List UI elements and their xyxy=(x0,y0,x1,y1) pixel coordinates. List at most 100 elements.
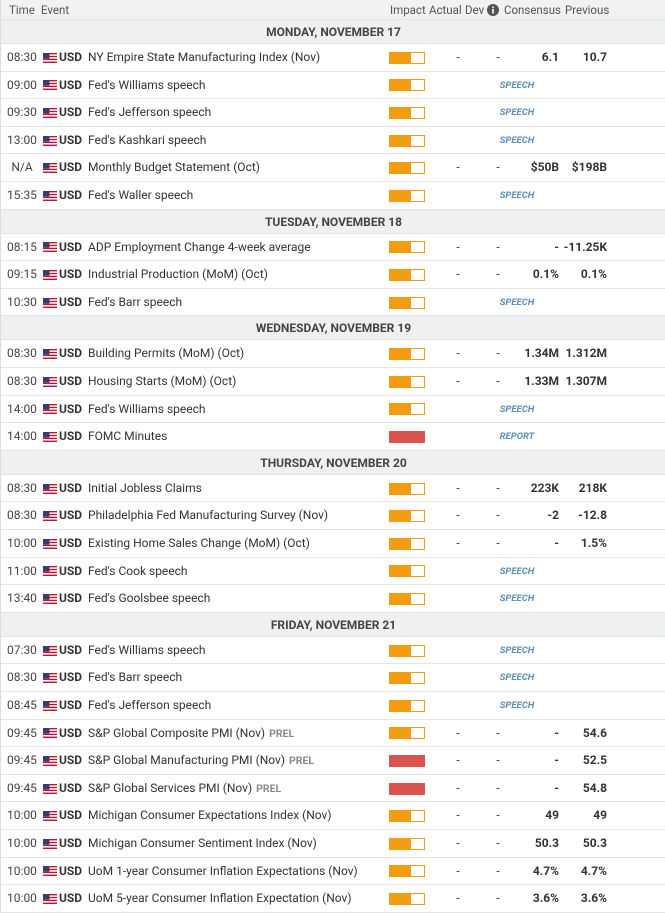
flag-icon xyxy=(43,269,57,280)
deviation: - xyxy=(496,780,500,795)
flag-icon xyxy=(43,566,57,577)
time: 08:30 xyxy=(7,670,37,685)
currency: USD xyxy=(59,132,83,147)
event-row[interactable]: 10:00 USD UoM 5-year Consumer Inflation Ex… xyxy=(1,885,665,913)
consensus: $50B xyxy=(530,160,559,175)
event-row[interactable]: 10:00 USD Michigan Consumer Sentiment Inde… xyxy=(1,830,665,858)
currency: USD xyxy=(59,401,83,416)
header-actual: Actual xyxy=(429,3,462,17)
event-row[interactable]: 09:15 USD Industrial Production (MoM) (Oct… xyxy=(1,261,665,289)
time: 13:40 xyxy=(7,591,37,606)
event-row[interactable]: 08:30 USD Philadelphia Fed Manufacturing S… xyxy=(1,502,665,530)
actual: - xyxy=(456,508,460,523)
event-row[interactable]: 09:30 USD Fed's Jefferson speech SPEECH xyxy=(1,99,665,127)
event-label: SPEECH xyxy=(499,296,535,308)
event-row[interactable]: 14:00 USD FOMC Minutes REPORT xyxy=(1,423,665,451)
header-impact: Impact xyxy=(390,3,426,17)
currency: USD xyxy=(59,698,83,712)
flag-icon xyxy=(43,538,57,549)
event-row[interactable]: 11:00 USD Fed's Cook speech SPEECH xyxy=(1,558,665,586)
flag-icon xyxy=(43,376,57,387)
event-title: Building Permits (MoM) (Oct) xyxy=(88,346,245,361)
event-name: Fed's Barr speech xyxy=(88,664,182,692)
event-row[interactable]: 07:30 USD Fed's Williams speech SPEECH xyxy=(1,637,665,665)
time: 08:30 xyxy=(7,508,37,523)
deviation: - xyxy=(496,160,500,175)
event-title: Fed's Williams speech xyxy=(88,401,206,416)
actual: - xyxy=(456,780,460,795)
event-row[interactable]: 09:00 USD Fed's Williams speech SPEECH xyxy=(1,72,665,100)
event-name: Michigan Consumer Expectations Index (No… xyxy=(88,802,332,830)
event-row[interactable]: 08:30 USD Housing Starts (MoM) (Oct) - - 1.33… xyxy=(1,368,665,396)
event-name: UoM 1-year Consumer Inflation Expectatio… xyxy=(88,858,358,886)
event-row[interactable]: 10:00 USD UoM 1-year Consumer Inflation Ex… xyxy=(1,858,665,886)
impact-bar xyxy=(389,672,425,685)
event-row[interactable]: 08:45 USD Fed's Jefferson speech SPEECH xyxy=(1,692,665,720)
previous: $198B xyxy=(571,160,607,175)
time: 10:00 xyxy=(7,536,37,550)
deviation: - xyxy=(496,891,500,906)
event-row[interactable]: N/A USD Monthly Budget Statement (Oct) - - $5… xyxy=(1,154,665,182)
time: 10:00 xyxy=(7,836,37,850)
event-row[interactable]: 10:00 USD Existing Home Sales Change (MoM)… xyxy=(1,530,665,558)
event-row[interactable]: 08:30 USD Fed's Barr speech SPEECH xyxy=(1,664,665,692)
event-row[interactable]: 10:00 USD Michigan Consumer Expectations I… xyxy=(1,802,665,830)
event-row[interactable]: 10:30 USD Fed's Barr speech SPEECH xyxy=(1,289,665,317)
time: 13:00 xyxy=(7,132,37,147)
event-title: Industrial Production (MoM) (Oct) xyxy=(88,267,268,282)
impact-bar xyxy=(389,782,425,795)
currency: USD xyxy=(59,863,83,878)
event-title: Fed's Barr speech xyxy=(88,670,183,685)
currency: USD xyxy=(59,670,83,685)
event-name: ADP Employment Change 4-week average xyxy=(88,234,311,262)
event-title: Fed's Kashkari speech xyxy=(88,132,207,147)
header-consensus: Consensus xyxy=(504,3,561,17)
day-title: THURSDAY, NOVEMBER 20 xyxy=(260,455,407,470)
event-name: Fed's Cook speech xyxy=(88,558,188,586)
event-row[interactable]: 08:30 USD NY Empire State Manufacturing In… xyxy=(1,44,665,72)
event-title: S&P Global Composite PMI (Nov) xyxy=(88,725,266,740)
event-row[interactable]: 09:45 USD S&P Global Manufacturing PMI (No… xyxy=(1,747,665,775)
event-title: Philadelphia Fed Manufacturing Survey (N… xyxy=(88,508,329,523)
day-title: WEDNESDAY, NOVEMBER 19 xyxy=(255,321,412,336)
event-row[interactable]: 09:45 USD S&P Global Services PMI (Nov) PRE… xyxy=(1,775,665,803)
deviation: - xyxy=(496,536,500,550)
flag-icon xyxy=(43,893,57,904)
currency: USD xyxy=(59,591,83,606)
event-name: Fed's Williams speech xyxy=(88,396,206,424)
actual: - xyxy=(456,891,460,906)
header-previous: Previous xyxy=(565,3,610,17)
info-icon[interactable] xyxy=(487,4,499,16)
event-name: Fed's Waller speech xyxy=(88,182,193,210)
previous: 1.312M xyxy=(565,346,607,361)
time: 08:15 xyxy=(7,239,37,254)
impact-bar xyxy=(389,510,425,523)
event-row[interactable]: 13:40 USD Fed's Goolsbee speech SPEECH xyxy=(1,585,665,613)
event-row[interactable]: 14:00 USD Fed's Williams speech SPEECH xyxy=(1,396,665,424)
event-row[interactable]: 08:15 USD ADP Employment Change 4-week ave… xyxy=(1,234,665,262)
currency: USD xyxy=(59,563,83,578)
event-row[interactable]: 08:30 USD Initial Jobless Claims - - 223K 218K xyxy=(1,475,665,503)
event-row[interactable]: 09:45 USD S&P Global Composite PMI (Nov) PR… xyxy=(1,720,665,748)
flag-icon xyxy=(43,404,57,415)
currency: USD xyxy=(59,239,83,254)
currency: USD xyxy=(59,50,83,64)
flag-icon xyxy=(43,811,57,822)
event-label: SPEECH xyxy=(499,79,535,91)
impact-bar xyxy=(389,296,425,309)
currency: USD xyxy=(59,267,83,282)
event-row[interactable]: 08:30 USD Building Permits (MoM) (Oct) - - 1.… xyxy=(1,340,665,368)
flag-icon xyxy=(43,593,57,604)
consensus: 50.3 xyxy=(534,836,559,850)
flag-icon xyxy=(43,673,57,684)
deviation: - xyxy=(496,725,500,740)
deviation: - xyxy=(496,836,500,850)
event-row[interactable]: 13:00 USD Fed's Kashkari speech SPEECH xyxy=(1,127,665,155)
actual: - xyxy=(456,480,460,495)
impact-bar xyxy=(389,268,425,281)
flag-icon xyxy=(43,242,57,253)
event-label: SPEECH xyxy=(499,672,535,684)
event-row[interactable]: 15:35 USD Fed's Waller speech SPEECH xyxy=(1,182,665,210)
actual: - xyxy=(456,753,460,768)
